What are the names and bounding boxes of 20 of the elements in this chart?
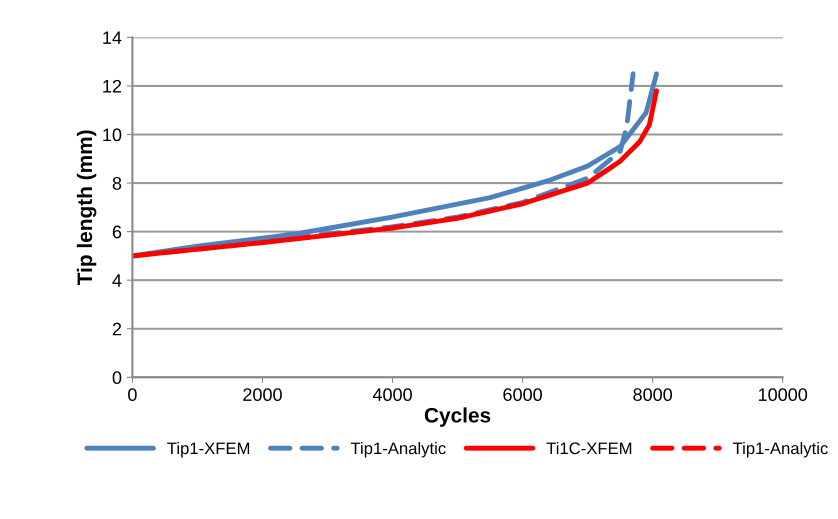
x-tick-label: 8000 [633, 388, 672, 401]
legend-label: Tip1-XFEM [167, 442, 250, 458]
legend-label: Tip1-Analytic [732, 442, 828, 458]
y-tick-label: 14 [103, 31, 122, 44]
x-tick-label: 6000 [503, 388, 542, 401]
y-tick-label: 0 [112, 371, 122, 384]
x-tick-label: 4000 [372, 388, 412, 401]
x-tick-label: 2000 [243, 388, 282, 401]
y-tick-label: 12 [103, 80, 122, 92]
x-tick-label: 0 [128, 388, 137, 401]
y-tick-label: 8 [112, 176, 122, 190]
x-axis-title: Cycles [424, 407, 490, 427]
y-tick-label: 4 [112, 274, 122, 287]
x-tick-label: 10000 [758, 388, 808, 401]
y-tick-label: 6 [112, 226, 122, 238]
y-axis-title: Tip length (mm) [76, 130, 96, 286]
y-tick-label: 2 [112, 322, 122, 336]
y-tick-label: 10 [103, 128, 122, 142]
legend-label: Ti1C-XFEM [546, 442, 632, 454]
legend-label: Tip1-Analytic [350, 442, 446, 458]
